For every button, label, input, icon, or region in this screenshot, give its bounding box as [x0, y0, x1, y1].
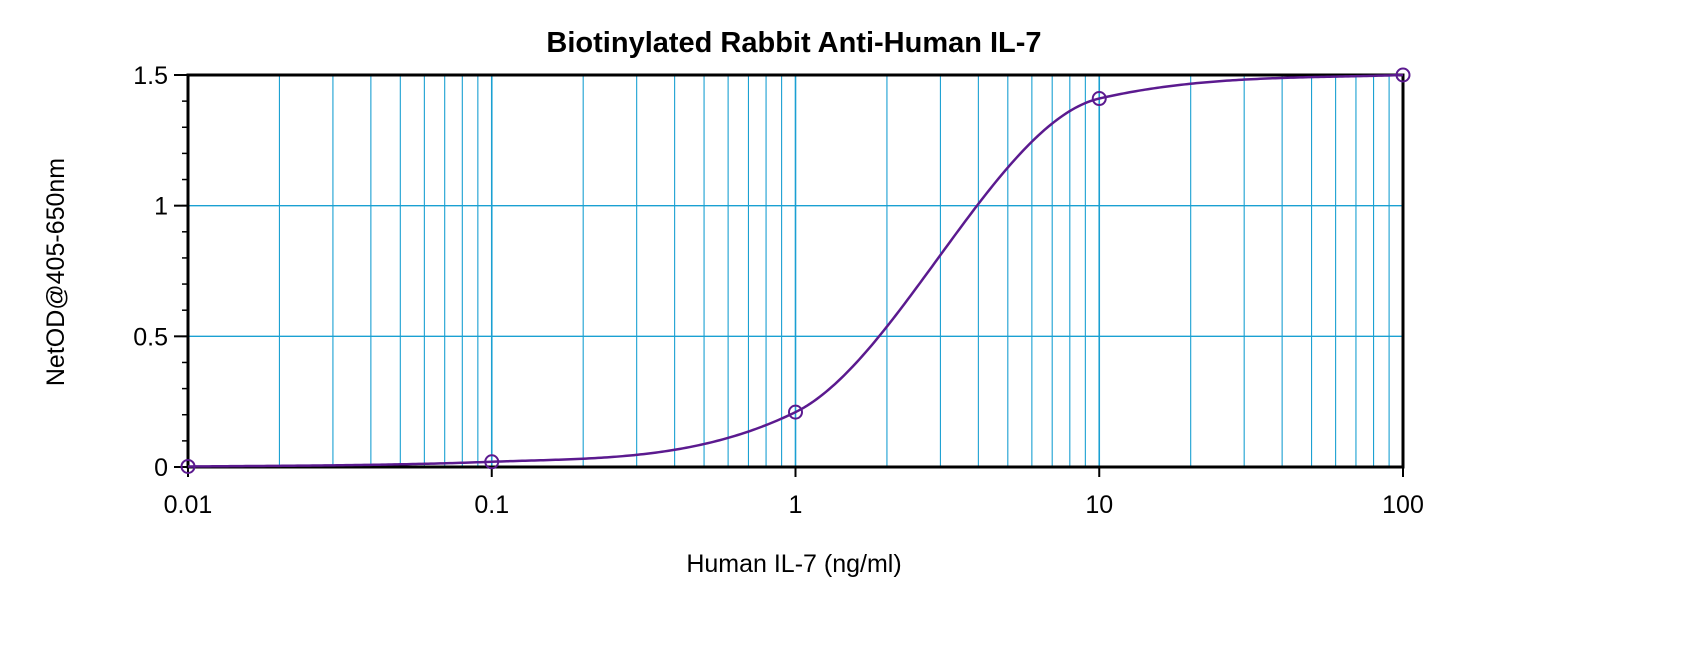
- y-tick-label: 1: [154, 193, 168, 221]
- data-point: [180, 458, 196, 474]
- chart-title: Biotinylated Rabbit Anti-Human IL-7: [546, 27, 1041, 59]
- x-tick-label: 0.1: [474, 491, 509, 519]
- data-points: [180, 67, 1411, 474]
- x-axis-ticks: 0.01 0.1 1 10 100: [164, 467, 1424, 519]
- data-point: [788, 404, 803, 420]
- x-tick-label: 0.01: [164, 491, 213, 519]
- x-axis-title: Human IL-7 (ng/ml): [686, 550, 901, 578]
- y-tick-label: 0: [154, 454, 168, 482]
- x-tick-label: 1: [789, 491, 803, 519]
- data-point: [1091, 91, 1107, 107]
- y-tick-label: 1.5: [133, 62, 168, 90]
- y-tick-label: 0.5: [133, 323, 168, 351]
- data-point: [484, 454, 500, 470]
- y-axis-ticks: 0 0.5 1 1.5: [133, 62, 188, 482]
- x-tick-label: 100: [1382, 491, 1424, 519]
- plot-frame: [186, 73, 1405, 469]
- x-tick-label: 10: [1085, 491, 1113, 519]
- y-axis-title: NetOD@405-650nm: [42, 158, 70, 386]
- data-point: [1395, 67, 1411, 83]
- fit-curve: [187, 73, 1404, 468]
- grid-lines: [188, 75, 1403, 467]
